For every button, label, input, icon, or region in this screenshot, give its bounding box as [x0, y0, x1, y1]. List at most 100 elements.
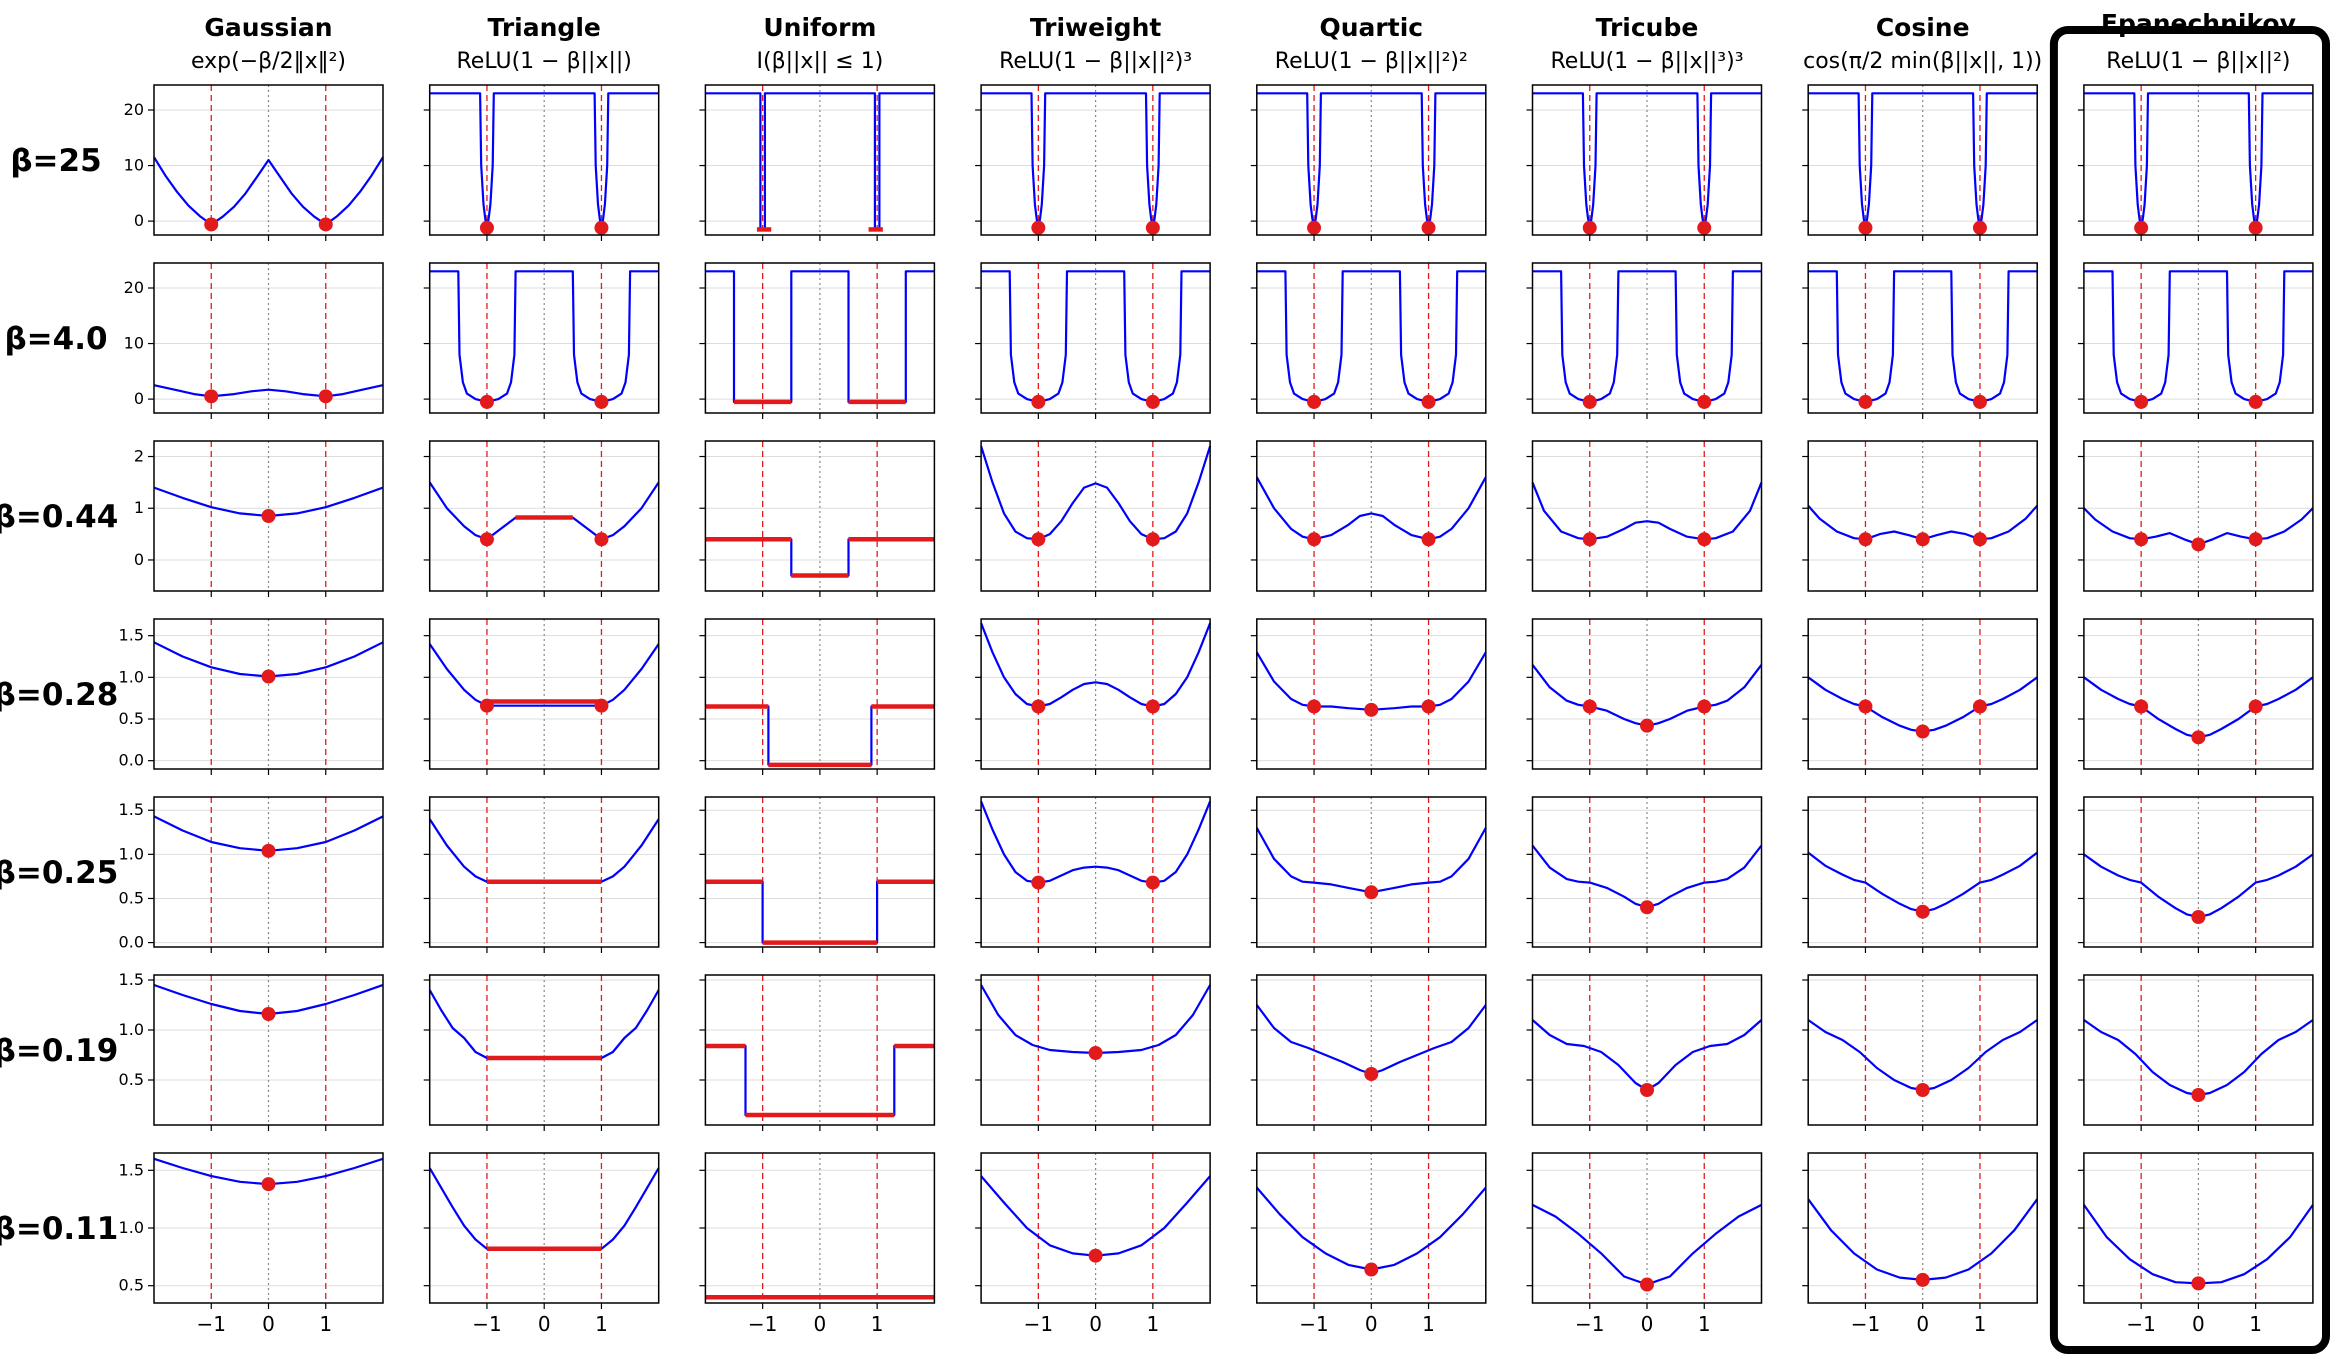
minimum-point	[1421, 220, 1436, 235]
x-tick-label: 1	[1422, 1312, 1435, 1336]
panel	[1802, 618, 2038, 775]
row-label: β=25	[10, 143, 101, 179]
x-tick-label: −1	[748, 1312, 777, 1336]
minimum-point	[1858, 532, 1873, 547]
x-tick-label: 0	[1916, 1312, 1929, 1336]
x-tick-label: 0	[538, 1312, 551, 1336]
row-label: β=4.0	[4, 321, 107, 357]
minimum-point	[1421, 394, 1436, 409]
panel	[1250, 262, 1487, 419]
minimum-point	[1421, 699, 1436, 714]
y-tick-label: 0.5	[119, 1070, 144, 1089]
minimum-point	[2134, 394, 2149, 409]
energy-curve	[980, 445, 1212, 541]
minimum-point	[261, 509, 276, 523]
panel	[2077, 262, 2314, 419]
panel	[1802, 974, 2038, 1131]
column-title: Gaussian	[204, 13, 332, 42]
column-title: Triweight	[1030, 13, 1162, 42]
minimum-point	[1307, 699, 1322, 714]
minimum-point	[2248, 394, 2263, 409]
energy-curve	[1808, 270, 2038, 403]
column-formula: I(β||x|| ≤ 1)	[757, 49, 884, 74]
y-tick-label: 2	[134, 447, 144, 466]
minimum-point	[1915, 532, 1930, 547]
column-title: Uniform	[763, 13, 876, 42]
minimum-point	[1031, 875, 1046, 890]
panel: 0.5 1.0 1.5	[119, 970, 384, 1131]
x-tick-label: 0	[1641, 1312, 1654, 1336]
panel: 0 10 20	[124, 84, 384, 241]
minimum-point	[1640, 1083, 1654, 1097]
y-tick-label: 0	[134, 211, 144, 230]
energy-curve	[1532, 270, 1762, 403]
column-title: Triangle	[488, 13, 601, 42]
panel	[699, 84, 936, 241]
minimum-point	[1145, 394, 1160, 409]
minimum-point	[2248, 220, 2263, 235]
panel	[2077, 974, 2314, 1131]
minimum-point	[261, 843, 276, 858]
minimum-point	[1640, 1277, 1654, 1292]
minimum-point	[1697, 394, 1712, 409]
panel: −1 0 1	[699, 1152, 936, 1336]
y-tick-label: 0	[134, 550, 144, 569]
energy-curve	[2083, 92, 2313, 229]
x-tick-label: −1	[197, 1312, 226, 1336]
x-tick-label: −1	[1851, 1312, 1880, 1336]
panel	[699, 796, 936, 953]
minimum-point	[479, 394, 494, 409]
minimum-point	[594, 532, 609, 547]
column-formula: exp(−β/2‖x‖²)	[191, 49, 346, 74]
panel	[1526, 262, 1763, 419]
y-tick-label: 0.5	[119, 888, 144, 907]
x-tick-label: −1	[1024, 1312, 1053, 1336]
panel	[423, 440, 660, 597]
minimum-point	[1972, 394, 1987, 409]
panel	[699, 974, 936, 1131]
panel	[699, 440, 936, 597]
panel: −1 0 1	[2077, 1152, 2314, 1336]
minimum-point	[1364, 702, 1379, 717]
panel: −1 0 1	[1802, 1152, 2039, 1336]
x-tick-label: −1	[1299, 1312, 1328, 1336]
panel: 0.5 1.0 1.5 −1 0 1	[119, 1152, 384, 1336]
x-tick-label: 1	[319, 1312, 332, 1336]
minimum-point	[2134, 532, 2149, 547]
minimum-point	[2134, 699, 2149, 714]
x-tick-label: 0	[2192, 1312, 2205, 1336]
y-tick-label: 1.0	[119, 844, 144, 863]
panel: −1 0 1	[975, 1152, 1211, 1336]
column-formula: ReLU(1 − β||x||²)³	[999, 49, 1192, 74]
panel	[1802, 262, 2038, 419]
minimum-point	[261, 669, 276, 684]
x-tick-label: −1	[1575, 1312, 1604, 1336]
minimum-point	[1088, 1046, 1103, 1060]
minimum-point	[1145, 875, 1160, 890]
minimum-point	[1031, 220, 1046, 235]
column-title: Tricube	[1596, 13, 1699, 42]
energy-curve	[1256, 270, 1486, 403]
minimum-point	[2191, 910, 2206, 924]
minimum-point	[1031, 394, 1046, 409]
y-tick-label: 0	[134, 389, 144, 408]
y-tick-label: 0.5	[119, 709, 144, 728]
panel	[1526, 618, 1763, 775]
panel	[1526, 974, 1763, 1131]
y-tick-label: 1.5	[119, 970, 144, 989]
panel: 0 10 20	[124, 262, 384, 419]
minimum-point	[1582, 532, 1597, 547]
minimum-point	[2134, 220, 2149, 235]
panel	[975, 618, 1212, 775]
minimum-point	[1364, 885, 1379, 900]
energy-curve	[1256, 92, 1486, 229]
panel	[2077, 796, 2314, 953]
minimum-point	[1972, 220, 1987, 235]
minimum-point	[1972, 699, 1987, 714]
panel	[1526, 796, 1763, 953]
minimum-point	[1640, 900, 1654, 915]
minimum-point	[1582, 699, 1597, 714]
energy-curve	[705, 92, 935, 231]
column-formula: ReLU(1 − β||x||)	[457, 49, 632, 74]
